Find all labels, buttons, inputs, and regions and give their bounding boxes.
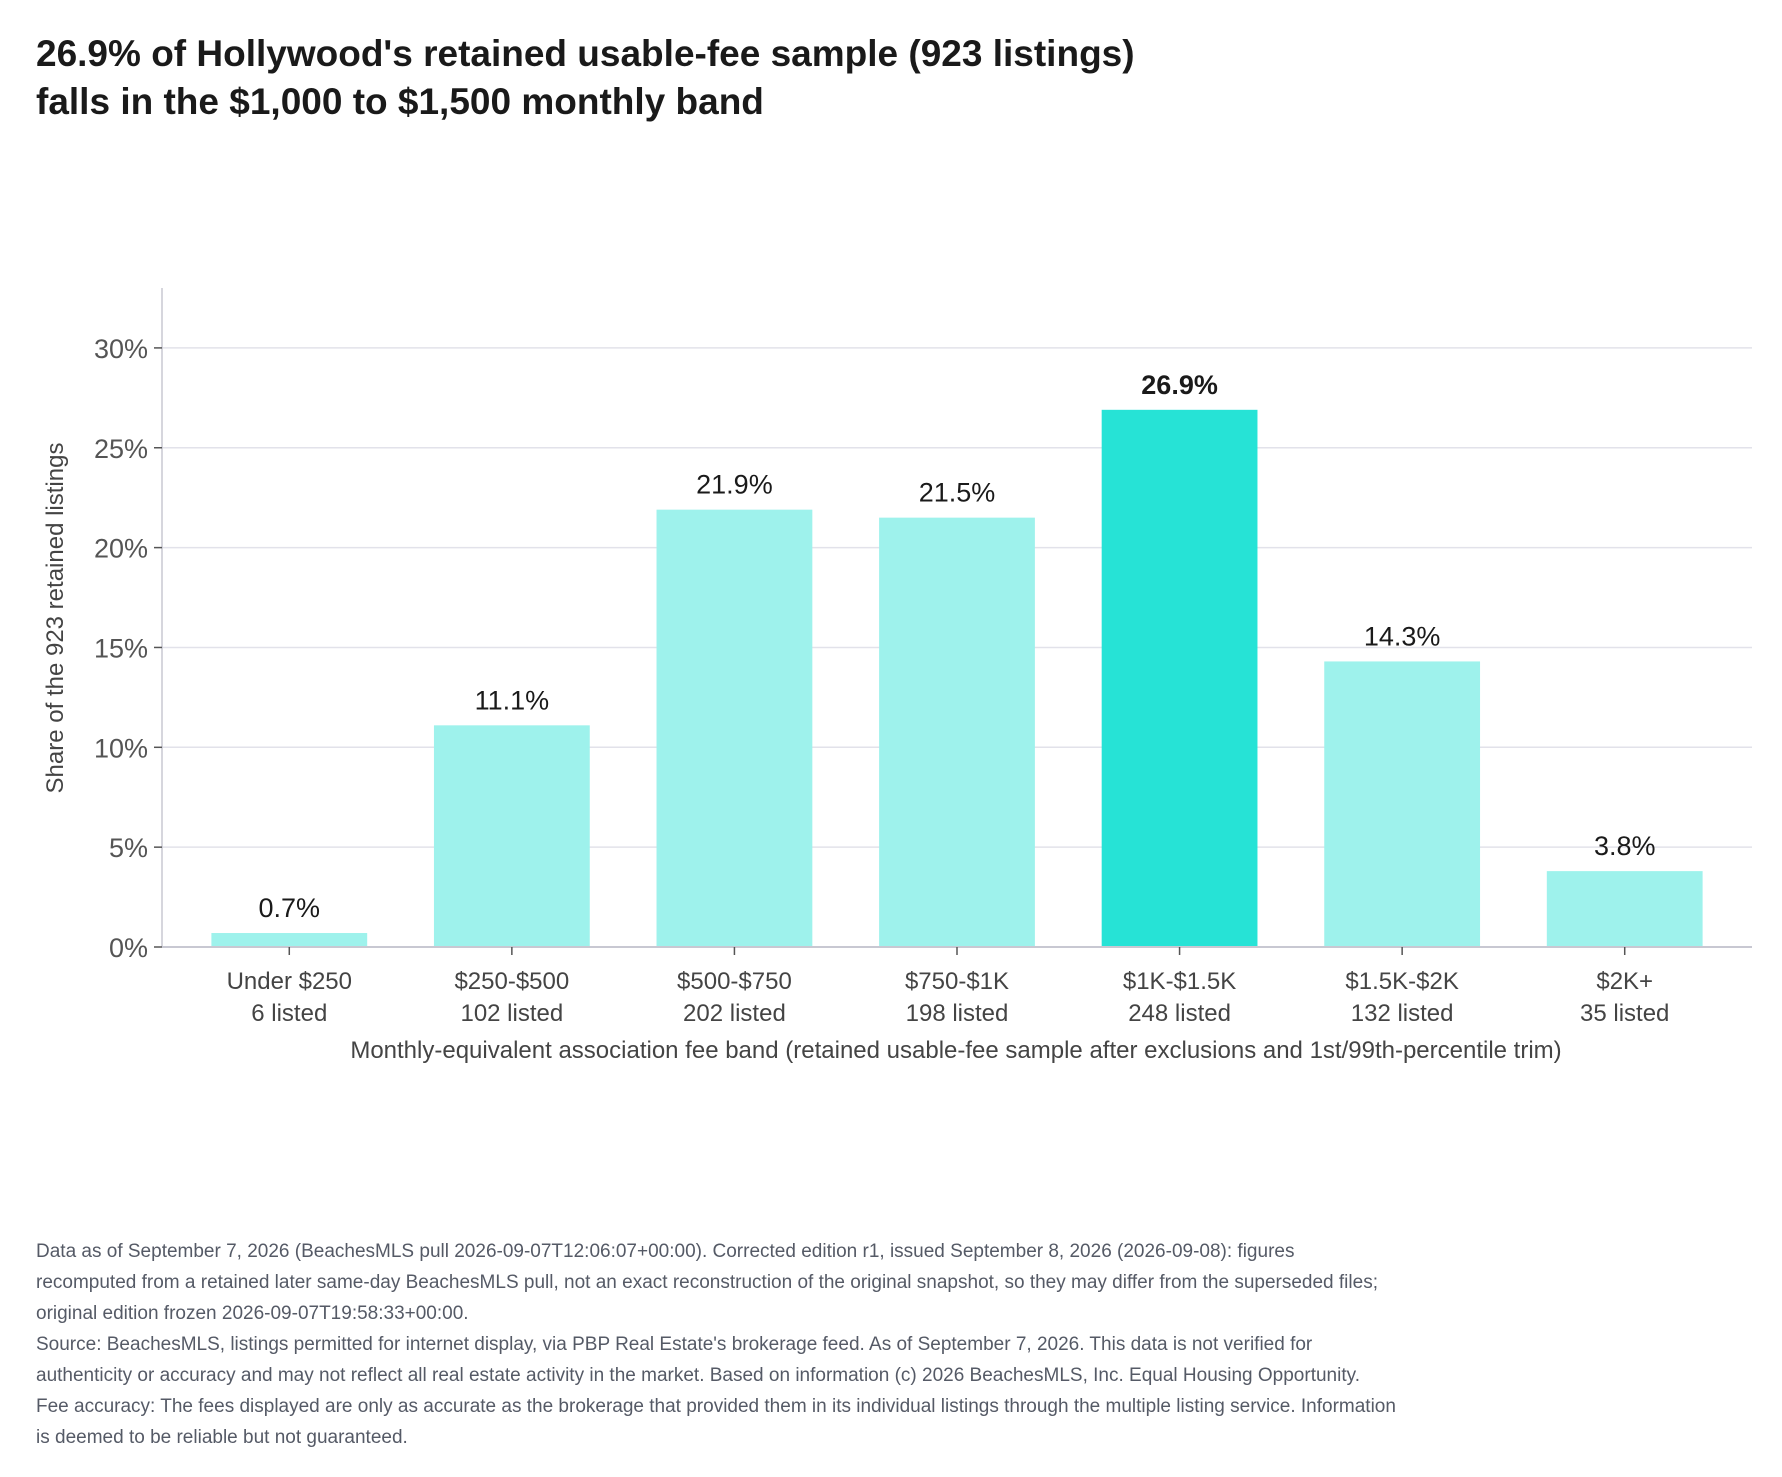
y-tick-label: 20% — [94, 534, 148, 564]
chart-title-line-1: 26.9% of Hollywood's retained usable-fee… — [36, 33, 1135, 74]
y-tick-label: 10% — [94, 733, 148, 763]
y-tick-label: 30% — [94, 334, 148, 364]
data-label: 14.3% — [1364, 621, 1441, 651]
footnotes: Data as of September 7, 2026 (BeachesMLS… — [36, 1236, 1396, 1453]
data-label: 21.5% — [919, 478, 996, 508]
x-tick-label: $750-$1K — [905, 968, 1009, 995]
x-tick-count: 132 listed — [1351, 1000, 1454, 1027]
bar-3 — [879, 517, 1035, 947]
x-tick-label: Under $250 — [227, 968, 352, 995]
data-label: 3.8% — [1594, 831, 1656, 861]
x-tick-label: $1K-$1.5K — [1123, 968, 1236, 995]
y-axis-title: Share of the 923 retained listings — [42, 443, 69, 794]
bar-1 — [433, 725, 590, 947]
labels: 0% 5% 10% 15% 20% 25% 30% 0.7% Under $250 6 liste… — [94, 334, 1669, 1027]
x-tick-label: $2K+ — [1596, 968, 1653, 995]
data-label: 0.7% — [259, 893, 321, 923]
bar-5 — [1324, 661, 1481, 947]
y-tick-label: 25% — [94, 434, 148, 464]
x-tick-count: 248 listed — [1128, 1000, 1231, 1027]
axes — [154, 288, 1752, 955]
data-label: 26.9% — [1141, 370, 1218, 400]
data-label: 21.9% — [696, 470, 773, 500]
bars — [211, 409, 1703, 947]
x-tick-count: 6 listed — [251, 1000, 327, 1027]
source-note: Source: BeachesMLS, listings permitted f… — [36, 1334, 1396, 1448]
y-tick-label: 5% — [109, 833, 148, 863]
x-tick-label: $500-$750 — [677, 968, 792, 995]
x-tick-count: 198 listed — [906, 1000, 1009, 1027]
y-tick-label: 15% — [94, 633, 148, 663]
x-tick-label: $250-$500 — [454, 968, 569, 995]
x-axis-title: Monthly-equivalent association fee band … — [350, 1037, 1561, 1064]
x-tick-count: 35 listed — [1580, 1000, 1669, 1027]
chart-title: 26.9% of Hollywood's retained usable-fee… — [36, 30, 1436, 126]
data-label: 11.1% — [475, 685, 550, 715]
data-note: Data as of September 7, 2026 (BeachesMLS… — [36, 1241, 1378, 1324]
x-tick-count: 202 listed — [683, 1000, 786, 1027]
bar-0 — [211, 933, 368, 947]
x-tick-count: 102 listed — [460, 1000, 563, 1027]
bar-2 — [656, 509, 813, 947]
bar-6 — [1546, 871, 1703, 947]
bar-4 — [1101, 409, 1258, 947]
y-tick-label: 0% — [109, 933, 148, 963]
bar-chart: 0% 5% 10% 15% 20% 25% 30% 0.7% Under $250 6 liste… — [42, 288, 1752, 1064]
x-tick-label: $1.5K-$2K — [1345, 968, 1458, 995]
chart-title-line-2: falls in the $1,000 to $1,500 monthly ba… — [36, 81, 764, 122]
